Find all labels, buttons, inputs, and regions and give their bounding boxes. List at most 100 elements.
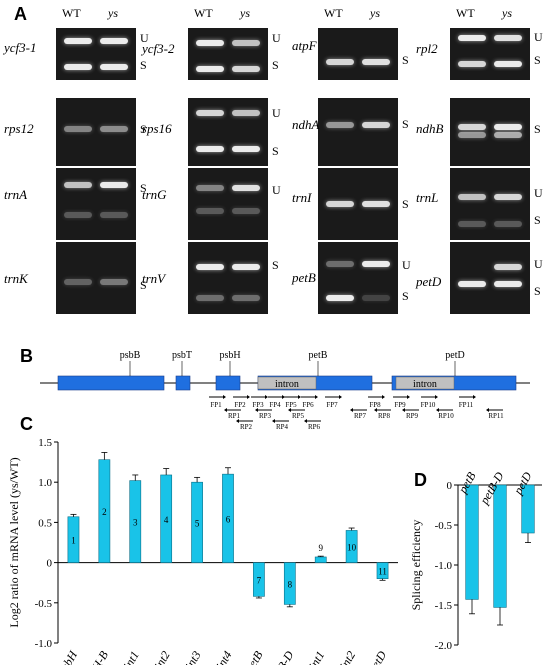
forward-primer-label: FP8 [369,401,381,409]
y-tick-label: 1.5 [38,437,52,449]
forward-primer-arrowhead [265,395,268,399]
panel-a-label: A [14,4,27,24]
category-label: petD int2 [323,649,358,665]
reverse-primer-arrowhead [436,408,439,412]
reverse-primer-arrowhead [272,419,275,423]
band-label: S [534,283,541,298]
data-bar [493,484,507,608]
gel-image [318,28,398,80]
band-label: U [272,31,281,46]
band-label: U [140,31,149,46]
gel-image [318,168,398,240]
reverse-primer-label: RP1 [228,412,241,420]
gene-name-label: psbH [219,350,240,361]
gene-label: trnI [292,190,312,206]
band-label: S [140,58,147,73]
bar-number-label: 6 [226,514,231,524]
data-bar [253,562,265,597]
gene-name-label: petD [445,350,464,361]
gel-band [64,211,92,218]
gene-label: atpF [292,38,317,54]
y-tick-label: 0 [447,480,453,492]
gel-band [232,109,260,116]
gene-name-label: psbB [120,350,141,361]
gene-name-label: petB [309,350,328,361]
gel-band [326,260,354,267]
category-label: petB int2 [138,649,172,665]
gel-band [494,193,522,200]
gene-label: trnV [142,271,166,287]
gene-label: trnA [4,187,28,203]
wt-lane-header: WT [194,6,213,20]
gel-band [362,295,390,302]
panel-c-label: C [20,414,33,434]
forward-primer-label: FP1 [210,401,222,409]
gel-band [64,278,92,285]
band-label: S [140,121,147,136]
exon-box [215,375,241,391]
bar-number-label: 11 [378,567,387,577]
panel-d-label: D [414,470,427,490]
bar-number-label: 5 [195,518,200,528]
gene-label: ycf3-1 [4,39,37,55]
reverse-primer-label: RP2 [240,423,253,430]
gel-band [100,211,128,218]
category-label: petB int3 [169,649,203,665]
gel-image [56,98,136,166]
gel-band [458,221,486,228]
band-label: S [140,278,147,293]
band-label: U [272,182,281,197]
gel-band [100,125,128,132]
bar-number-label: 8 [288,580,293,590]
gel-image [450,242,530,314]
ys-lane-header: ys [502,6,512,20]
forward-primer-arrowhead [473,395,476,399]
ys-lane-header: ys [370,6,380,20]
gel-band [196,185,224,192]
category-label: petB [242,648,266,665]
band-label: U [534,186,543,201]
gel-band [458,132,486,139]
forward-primer-arrowhead [223,395,226,399]
gel-band [100,182,128,189]
gel-band [196,39,224,46]
data-bar [465,484,479,600]
band-label: S [534,53,541,68]
gel-image [450,28,530,80]
gene-label: ycf3-2 [142,40,175,56]
gel-image [450,168,530,240]
data-bar [314,556,327,563]
band-label: S [402,53,409,68]
forward-primer-label: FP6 [302,401,314,409]
exon-box [175,375,191,391]
forward-primer-label: FP7 [326,401,338,409]
y-tick-label: -1.5 [435,600,453,612]
forward-primer-arrowhead [298,395,301,399]
forward-primer-arrowhead [247,395,250,399]
gel-band [232,264,260,271]
gel-band [232,208,260,215]
band-label: U [534,30,543,45]
gel-image [318,98,398,166]
gene-label: trnG [142,187,167,203]
gel-image [450,98,530,166]
forward-primer-label: FP10 [421,401,436,409]
y-tick-label: 0.5 [38,517,52,529]
gel-image [56,28,136,80]
forward-primer-arrowhead [435,395,438,399]
gel-band [458,35,486,42]
reverse-primer-label: RP11 [488,412,504,420]
panel-b-label: B [20,346,33,366]
gel-band [362,58,390,65]
gene-label: rps16 [142,120,172,136]
gene-label: trnL [416,190,439,206]
ys-lane-header: ys [108,6,118,20]
band-label: S [402,289,409,303]
gene-label: rpl2 [416,40,438,56]
forward-primer-arrowhead [382,395,385,399]
gel-band [326,201,354,207]
gel-band [494,123,522,130]
category-label: psbH-B [80,648,111,665]
wt-lane-header: WT [456,6,475,20]
gel-band [494,35,522,42]
